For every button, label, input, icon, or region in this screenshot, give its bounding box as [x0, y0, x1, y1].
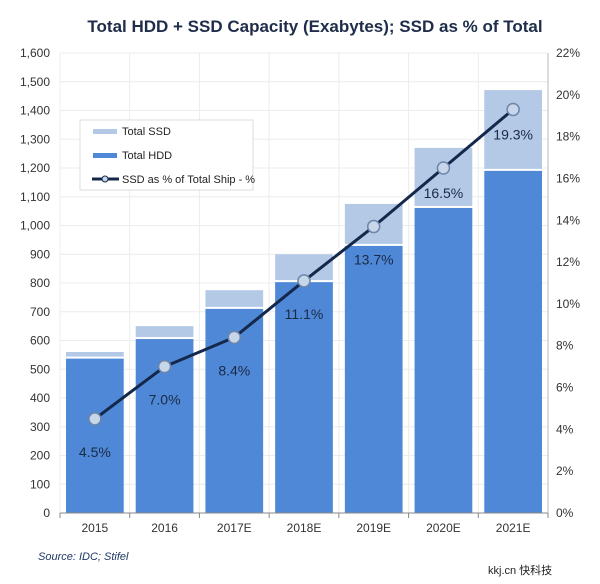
bar-ssd	[66, 352, 124, 357]
y-left-tick-label: 100	[30, 477, 50, 491]
legend-label-line: SSD as % of Total Ship - %	[122, 174, 255, 186]
y-right-tick-label: 16%	[556, 171, 580, 185]
chart-title: Total HDD + SSD Capacity (Exabytes); SSD…	[87, 17, 542, 36]
y-left-tick-label: 1,500	[20, 75, 50, 89]
y-left-tick-label: 1,300	[20, 132, 50, 146]
y-left-tick-label: 300	[30, 420, 50, 434]
line-marker	[436, 161, 451, 175]
bar-hdd	[344, 245, 403, 513]
x-tick-label: 2018E	[287, 521, 322, 535]
watermark: kkj.cn 快科技	[488, 563, 552, 577]
bar-ssd	[414, 147, 473, 206]
bar-ssd	[135, 326, 194, 338]
legend-swatch-ssd	[93, 129, 117, 134]
y-right-tick-label: 12%	[556, 255, 580, 269]
y-left-tick-label: 1,600	[20, 46, 50, 60]
line-marker	[506, 102, 520, 117]
line-marker	[227, 330, 242, 345]
bar-hdd	[414, 207, 473, 513]
x-tick-label: 2021E	[496, 521, 531, 535]
data-label: 13.7%	[354, 252, 394, 268]
y-left-tick-label: 1,200	[20, 161, 50, 175]
y-left-tick-label: 600	[30, 334, 50, 348]
y-right-tick-label: 2%	[556, 464, 574, 478]
y-right-tick-label: 20%	[556, 88, 580, 102]
data-label: 7.0%	[149, 392, 181, 408]
data-label: 4.5%	[79, 444, 111, 460]
y-left-tick-label: 200	[30, 449, 50, 463]
y-left-tick-label: 800	[30, 276, 50, 290]
y-left-tick-label: 400	[30, 391, 50, 405]
bar-hdd	[275, 282, 333, 513]
x-tick-label: 2015	[82, 521, 109, 535]
source-note: Source: IDC; Stifel	[38, 551, 129, 563]
line-marker	[297, 274, 311, 288]
bar-ssd	[205, 290, 264, 307]
bar-hdd	[66, 358, 124, 513]
y-right-tick-label: 14%	[556, 213, 580, 227]
x-tick-label: 2019E	[356, 521, 391, 535]
y-right-tick-label: 22%	[556, 46, 580, 60]
legend-swatch-hdd	[93, 153, 117, 158]
y-right-tick-label: 18%	[556, 130, 580, 144]
bar-hdd	[484, 170, 542, 513]
y-right-tick-label: 0%	[556, 506, 574, 520]
x-tick-label: 2020E	[426, 521, 461, 535]
data-label: 16.5%	[424, 185, 464, 201]
y-left-tick-label: 0	[43, 506, 50, 520]
line-marker	[157, 359, 172, 374]
legend-label-ssd: Total SSD	[122, 126, 171, 138]
x-tick-label: 2016	[151, 521, 178, 535]
y-left-tick-label: 500	[30, 362, 50, 376]
y-left-tick-label: 1,100	[20, 190, 50, 204]
line-marker	[366, 219, 381, 234]
y-right-tick-label: 10%	[556, 297, 580, 311]
data-label: 8.4%	[218, 362, 250, 378]
y-left-tick-label: 900	[30, 247, 50, 261]
y-left-tick-label: 1,000	[20, 219, 50, 233]
data-label: 11.1%	[285, 306, 324, 322]
y-left-tick-label: 700	[30, 305, 50, 319]
legend: Total SSD Total HDD SSD as % of Total Sh…	[79, 119, 255, 191]
y-right-tick-label: 6%	[556, 381, 574, 395]
y-right-tick-label: 8%	[556, 339, 574, 353]
x-tick-label: 2017E	[217, 521, 252, 535]
y-right-tick-label: 4%	[556, 422, 574, 436]
data-label: 19.3%	[493, 126, 533, 142]
y-left-tick-label: 1,400	[20, 104, 50, 118]
legend-label-hdd: Total HDD	[122, 150, 172, 162]
line-marker	[88, 412, 102, 426]
